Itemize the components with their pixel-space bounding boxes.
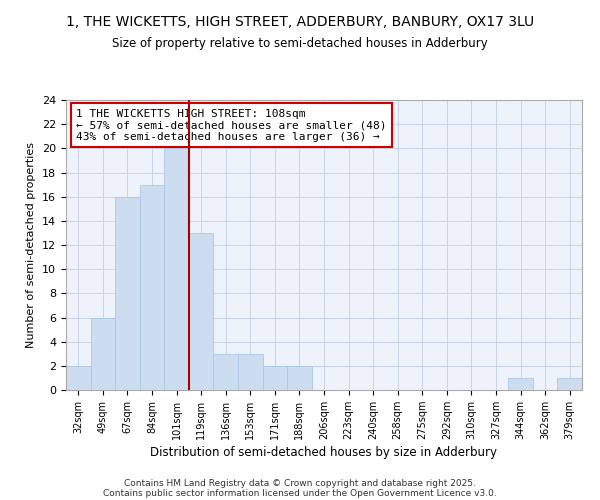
- Bar: [91, 318, 115, 390]
- Bar: [140, 184, 164, 390]
- Y-axis label: Number of semi-detached properties: Number of semi-detached properties: [26, 142, 37, 348]
- Bar: [508, 378, 533, 390]
- Bar: [164, 148, 189, 390]
- Text: Size of property relative to semi-detached houses in Adderbury: Size of property relative to semi-detach…: [112, 38, 488, 51]
- Bar: [214, 354, 238, 390]
- Bar: [238, 354, 263, 390]
- Bar: [557, 378, 582, 390]
- Bar: [189, 233, 214, 390]
- Text: 1, THE WICKETTS, HIGH STREET, ADDERBURY, BANBURY, OX17 3LU: 1, THE WICKETTS, HIGH STREET, ADDERBURY,…: [66, 15, 534, 29]
- X-axis label: Distribution of semi-detached houses by size in Adderbury: Distribution of semi-detached houses by …: [151, 446, 497, 459]
- Text: Contains public sector information licensed under the Open Government Licence v3: Contains public sector information licen…: [103, 488, 497, 498]
- Bar: [263, 366, 287, 390]
- Bar: [287, 366, 312, 390]
- Text: 1 THE WICKETTS HIGH STREET: 108sqm
← 57% of semi-detached houses are smaller (48: 1 THE WICKETTS HIGH STREET: 108sqm ← 57%…: [76, 108, 387, 142]
- Bar: [115, 196, 140, 390]
- Text: Contains HM Land Registry data © Crown copyright and database right 2025.: Contains HM Land Registry data © Crown c…: [124, 478, 476, 488]
- Bar: [66, 366, 91, 390]
